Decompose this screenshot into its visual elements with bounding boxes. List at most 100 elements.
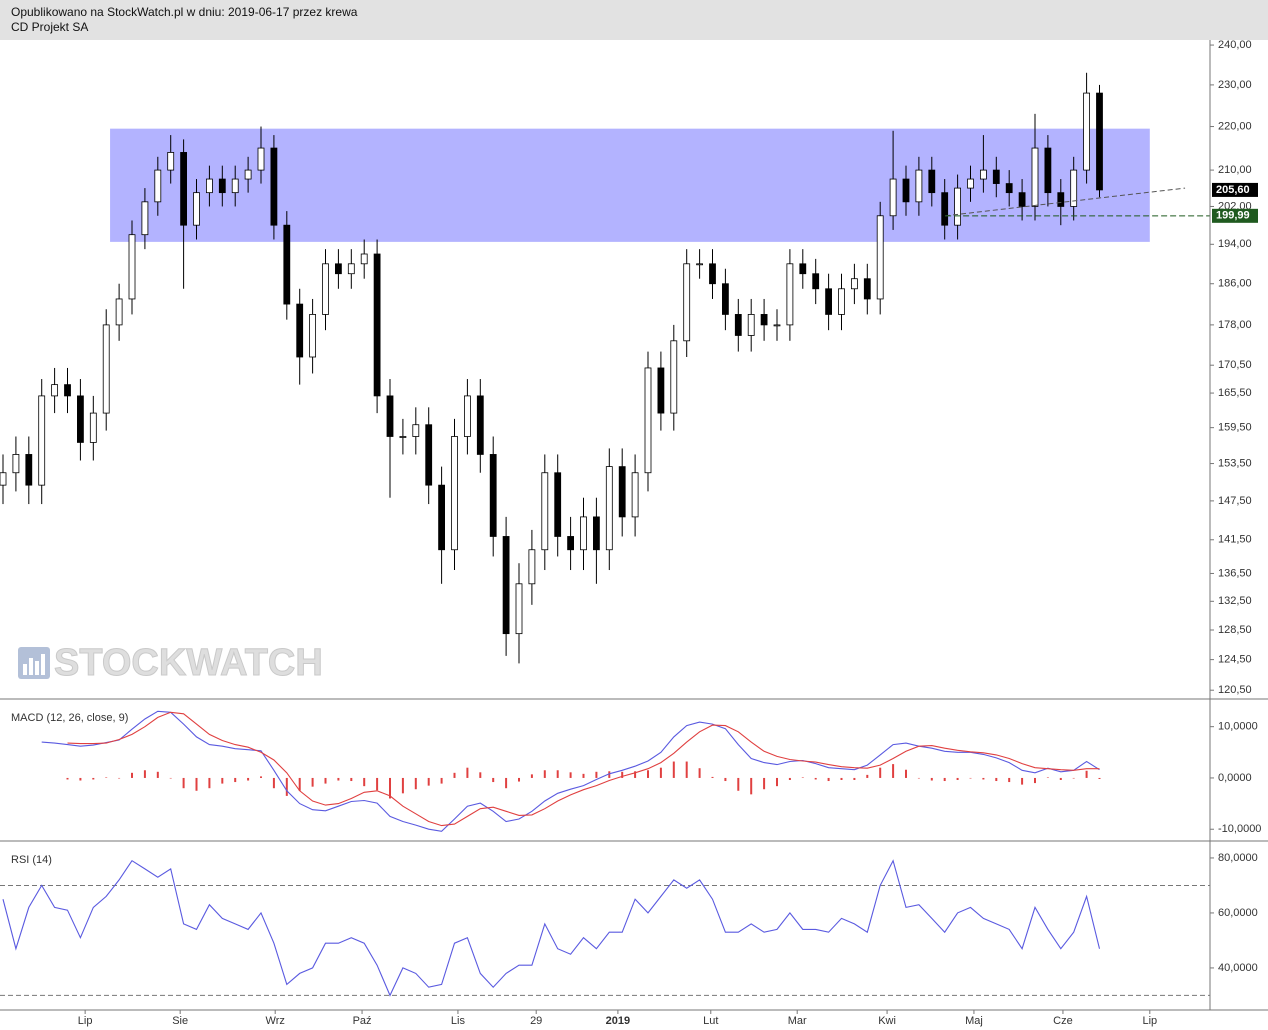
y-tick-label: 80,0000 (1218, 852, 1258, 864)
watermark-icon (23, 664, 27, 675)
candle-body (528, 549, 536, 585)
histogram-bar (750, 777, 753, 795)
candle-body (25, 454, 33, 486)
rsi-line (2, 859, 1101, 997)
histogram-bar (79, 777, 82, 781)
candle-body (889, 178, 897, 217)
candle-body (1031, 147, 1039, 207)
histogram-bar (608, 771, 611, 778)
histogram-bar (479, 772, 482, 778)
candle-body (51, 384, 59, 397)
histogram-bar (685, 761, 688, 778)
histogram-bar (634, 771, 637, 778)
histogram-bar (904, 769, 907, 778)
histogram-bar (182, 777, 185, 789)
histogram-bar (737, 777, 740, 791)
y-tick-label: 186,00 (1218, 278, 1252, 290)
candle-body (489, 454, 497, 537)
candle-body (631, 472, 639, 518)
histogram-bar (234, 777, 237, 783)
candle-body (541, 472, 549, 551)
y-tick-label: 124,50 (1218, 654, 1252, 666)
candle-body (773, 324, 781, 327)
histogram-bar (866, 774, 869, 778)
candle-body (1005, 183, 1013, 194)
x-tick-label: Cze (1053, 1015, 1073, 1027)
candle-body (77, 395, 84, 443)
candle-body (89, 412, 97, 443)
histogram-bar (505, 777, 508, 789)
y-tick-label: 132,50 (1218, 595, 1252, 607)
candle-body (102, 324, 110, 414)
histogram-bar (195, 777, 198, 791)
candle-body (605, 466, 613, 551)
candle-body (218, 178, 226, 194)
histogram-bar (1059, 777, 1062, 780)
candle-body (270, 147, 278, 226)
histogram-bar (66, 777, 69, 780)
histogram-bar (156, 771, 159, 778)
candle-body (296, 303, 304, 358)
candle-body (141, 201, 149, 236)
histogram-bar (376, 777, 379, 791)
histogram-bar (285, 777, 288, 796)
histogram-bar (1098, 777, 1101, 779)
y-tick-label: 159,50 (1218, 422, 1252, 434)
candle-body (464, 395, 471, 437)
x-tick-label: Lis (451, 1015, 466, 1027)
histogram-bar (92, 777, 95, 780)
y-tick-label: 165,50 (1218, 387, 1252, 399)
histogram-bar (982, 777, 985, 780)
histogram-bar (595, 771, 598, 778)
x-tick-label: Lut (703, 1015, 718, 1027)
histogram-bar (659, 767, 662, 778)
candle-body (799, 263, 807, 275)
histogram-bar (853, 777, 856, 780)
trendline (945, 187, 1186, 217)
x-tick-label: 29 (530, 1015, 542, 1027)
candle-body (115, 298, 123, 326)
histogram-bar (350, 777, 353, 782)
candle-body (438, 484, 446, 551)
histogram-bar (672, 761, 675, 778)
candle-body (386, 395, 394, 437)
histogram-bar (143, 770, 146, 778)
y-tick-label: -10,0000 (1218, 823, 1261, 835)
candle-body (644, 367, 652, 474)
candle-body (38, 395, 46, 486)
histogram-bar (788, 777, 791, 780)
last-price-box (1212, 182, 1258, 197)
candle-body (902, 178, 910, 203)
candle-body (12, 454, 20, 474)
header-line: Opublikowano na StockWatch.pl w dniu: 20… (11, 5, 358, 19)
watermark-icon (18, 647, 50, 679)
watermark-text: STOCKWATCH (54, 642, 323, 684)
candle-body (876, 215, 884, 300)
histogram-bar (775, 777, 778, 787)
candle-body (838, 288, 845, 315)
candle-body (734, 314, 742, 336)
histogram-bar (724, 777, 727, 782)
watermark-icon (29, 658, 33, 675)
x-tick-label: Mar (788, 1015, 807, 1027)
y-tick-label: 0,0000 (1218, 772, 1252, 784)
candle-body (967, 178, 974, 189)
x-tick-label: Kwi (878, 1015, 896, 1027)
histogram-bar (814, 777, 817, 780)
histogram-bar (260, 776, 263, 778)
last-price-label: 205,60 (1216, 184, 1250, 196)
candle-body (515, 583, 523, 635)
histogram-bar (879, 767, 882, 778)
y-tick-label: 210,00 (1218, 164, 1252, 176)
candle-body (399, 436, 407, 438)
histogram-bar (827, 777, 830, 782)
histogram-bar (569, 772, 572, 778)
candle-body (941, 192, 949, 226)
panel-title: RSI (14) (11, 854, 52, 866)
histogram-bar (1033, 777, 1036, 784)
candle-body (786, 263, 794, 326)
histogram-bar (427, 777, 430, 786)
candle-body (309, 314, 317, 358)
watermark-icon (41, 654, 45, 675)
